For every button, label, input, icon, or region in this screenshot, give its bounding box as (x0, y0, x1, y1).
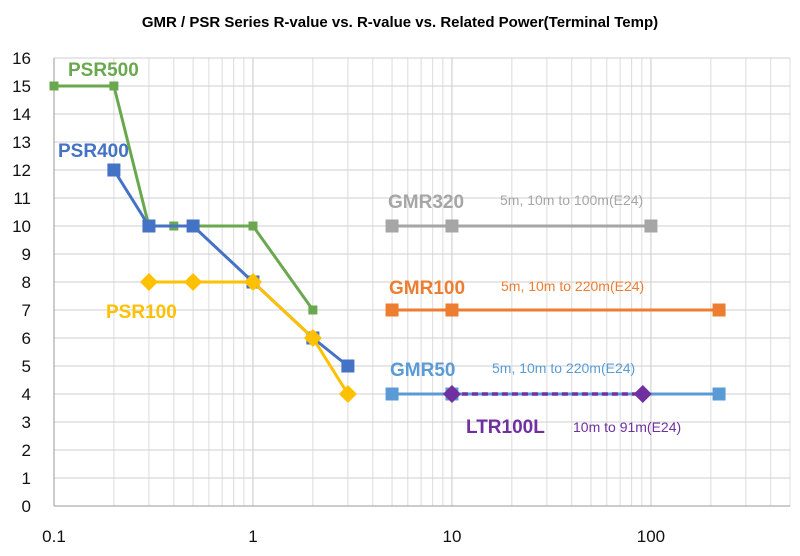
series-label-psr500: PSR500 (68, 60, 139, 81)
y-tick-label: 2 (22, 441, 31, 460)
y-tick-label: 13 (12, 133, 31, 152)
data-point-psr400 (341, 359, 355, 373)
data-point-psr500 (248, 221, 258, 231)
y-tick-label: 5 (22, 357, 31, 376)
y-tick-label: 16 (12, 49, 31, 68)
data-point-psr100 (243, 273, 262, 291)
chart-title: GMR / PSR Series R-value vs. R-value vs.… (141, 14, 659, 31)
y-tick-label: 3 (22, 413, 31, 432)
y-tick-label: 7 (22, 301, 31, 320)
data-point-psr100 (338, 385, 357, 403)
y-tick-label: 14 (12, 105, 31, 124)
data-point-psr400 (142, 219, 156, 233)
data-point-psr400 (107, 163, 121, 177)
y-tick-label: 15 (12, 77, 31, 96)
data-point-ltr100l (633, 385, 652, 403)
y-tick-label: 8 (22, 273, 31, 292)
data-point-gmr100 (712, 303, 726, 317)
data-point-psr500 (49, 81, 59, 91)
data-point-psr400 (186, 219, 200, 233)
range-label-gmr100: 5m, 10m to 220m(E24) (501, 278, 644, 294)
series-gmr320 (385, 219, 658, 233)
x-tick-label: 1 (248, 527, 257, 546)
x-tick-label: 10 (442, 527, 461, 546)
y-tick-label: 12 (12, 161, 31, 180)
data-point-gmr50 (712, 387, 726, 401)
data-point-psr100 (184, 273, 203, 291)
range-label-ltr100l: 10m to 91m(E24) (573, 419, 681, 435)
series-psr100 (139, 273, 357, 403)
data-point-psr500 (308, 305, 318, 315)
series-gmr100 (385, 303, 726, 317)
data-point-ltr100l (442, 385, 461, 403)
data-point-gmr320 (644, 219, 658, 233)
series-label-psr400: PSR400 (58, 141, 129, 162)
y-tick-label: 1 (22, 469, 31, 488)
series-label-gmr320: GMR320 (388, 192, 464, 213)
data-point-gmr320 (445, 219, 459, 233)
series-label-psr100: PSR100 (106, 302, 177, 323)
range-label-gmr320: 5m, 10m to 100m(E24) (500, 192, 643, 208)
data-point-gmr50 (385, 387, 399, 401)
data-point-gmr320 (385, 219, 399, 233)
series-ltr100l (442, 385, 652, 403)
data-point-gmr100 (385, 303, 399, 317)
series-label-gmr100: GMR100 (389, 278, 465, 299)
y-tick-label: 11 (13, 189, 31, 208)
data-point-psr100 (303, 329, 322, 347)
data-point-gmr100 (445, 303, 459, 317)
data-point-psr100 (139, 273, 158, 291)
y-tick-label: 6 (22, 329, 31, 348)
series-label-ltr100l: LTR100L (466, 417, 545, 438)
y-tick-label: 0 (22, 497, 31, 516)
y-tick-label: 10 (12, 217, 31, 236)
x-tick-label: 0.1 (42, 527, 66, 546)
range-label-gmr50: 5m, 10m to 220m(E24) (492, 360, 635, 376)
x-tick-label: 100 (637, 527, 665, 546)
y-tick-label: 4 (22, 385, 31, 404)
y-tick-label: 9 (22, 245, 31, 264)
data-point-psr500 (109, 81, 119, 91)
series-label-gmr50: GMR50 (390, 360, 455, 381)
